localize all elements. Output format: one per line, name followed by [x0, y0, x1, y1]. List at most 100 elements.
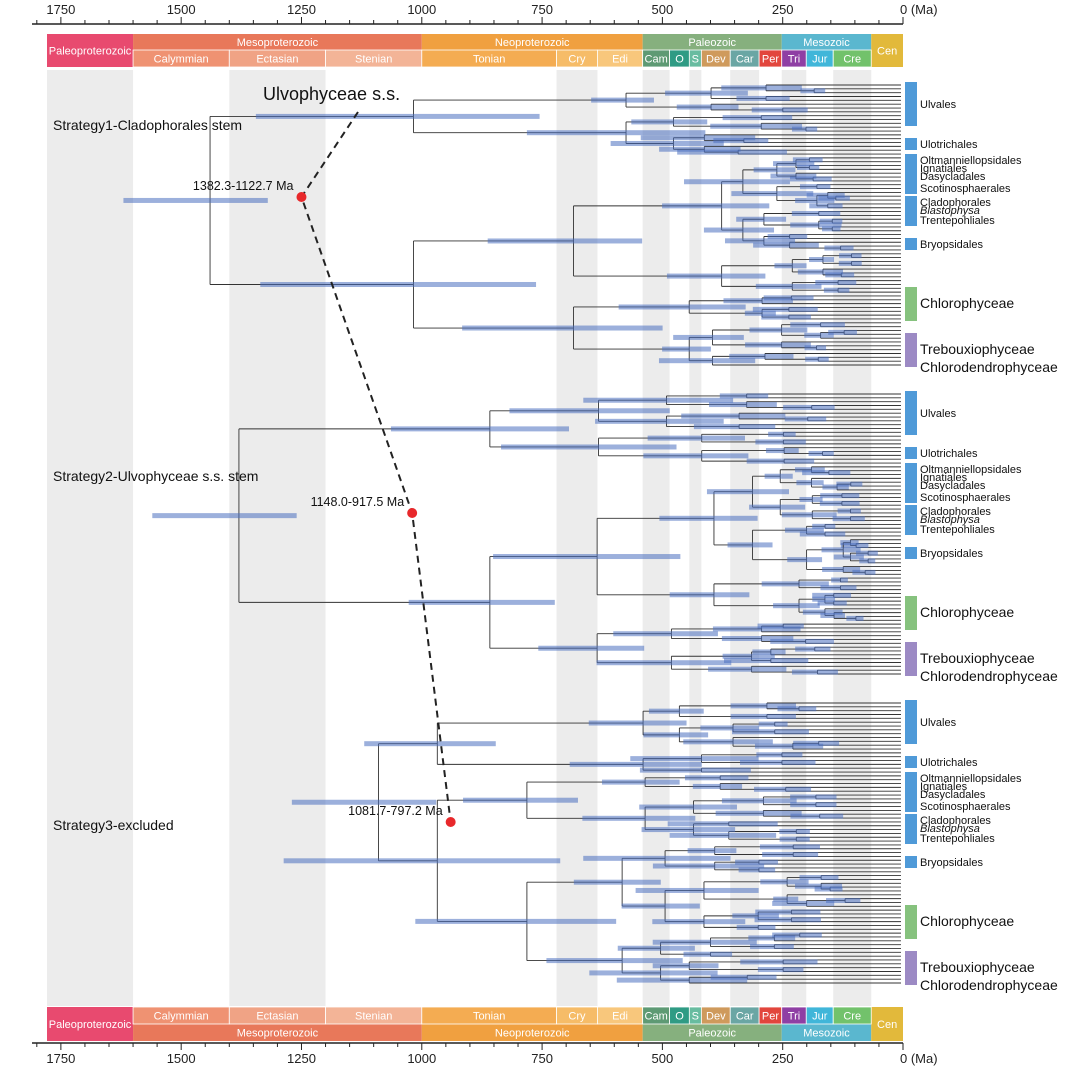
- hpd-bar: [708, 402, 777, 408]
- era-bar: [47, 34, 134, 67]
- clade-bar: [905, 204, 917, 216]
- hpd-bar: [493, 554, 681, 560]
- period-label: Ectasian: [256, 1011, 298, 1023]
- shade-band: [47, 70, 134, 1006]
- axis-tick-label: 1750: [46, 2, 75, 17]
- axis-tick-label: 1000: [407, 1051, 436, 1066]
- hpd-bar: [804, 332, 834, 338]
- hpd-bar: [591, 97, 654, 103]
- clade-label: Trentepohliales: [920, 833, 995, 845]
- clade-bar: [905, 856, 917, 868]
- hpd-bar: [755, 283, 822, 289]
- hpd-bar: [595, 418, 724, 424]
- era-label: Paleozoic: [688, 1028, 736, 1040]
- hpd-bar: [799, 496, 823, 502]
- hpd-bar: [669, 832, 777, 838]
- period-label: Dev: [706, 54, 726, 66]
- hpd-bar: [755, 909, 821, 915]
- hpd-bar: [773, 896, 799, 902]
- clade-label: Ulotrichales: [920, 757, 978, 769]
- clade-label: Dasycladales: [920, 171, 986, 183]
- axis-unit-label: 0 (Ma): [900, 1051, 938, 1066]
- clade-bar: [905, 491, 917, 503]
- hpd-bar: [820, 585, 857, 591]
- clade-bar: [905, 700, 917, 744]
- axis-tick-label: 500: [652, 1051, 674, 1066]
- hpd-bar: [790, 322, 845, 328]
- hpd-bar: [652, 863, 765, 869]
- hpd-bar: [735, 859, 778, 865]
- hpd-bar: [799, 875, 839, 881]
- hpd-bar: [791, 210, 841, 216]
- hpd-bar: [659, 146, 741, 152]
- period-label: Edi: [612, 1011, 628, 1023]
- hpd-bar: [770, 638, 834, 644]
- hpd-bar: [662, 203, 770, 209]
- hpd-bar: [792, 157, 823, 163]
- period-label: Per: [762, 54, 779, 66]
- hpd-bar: [730, 713, 796, 719]
- period-label: Tonian: [473, 1011, 505, 1023]
- hpd-bar: [710, 974, 777, 980]
- axis-tick-label: 1500: [167, 1051, 196, 1066]
- hpd-bar: [260, 281, 537, 287]
- hpd-bar: [799, 184, 831, 190]
- period-label: Tri: [788, 1011, 800, 1023]
- hpd-bar: [762, 852, 819, 858]
- period-label: Tri: [788, 54, 800, 66]
- hpd-bar: [721, 85, 802, 91]
- hpd-bar: [812, 523, 836, 529]
- hpd-bar: [824, 245, 854, 251]
- hpd-bar: [546, 958, 683, 964]
- era-label: Cen: [877, 1019, 897, 1031]
- period-label: Cry: [568, 1011, 586, 1023]
- clade-label: Scotinosphaerales: [920, 183, 1011, 195]
- axis-tick-label: 500: [652, 2, 674, 17]
- hpd-bar: [773, 603, 820, 609]
- hpd-bar: [833, 554, 864, 560]
- hpd-bar: [797, 164, 820, 170]
- clade-bar: [905, 951, 917, 985]
- hpd-bar: [613, 631, 718, 637]
- era-bar: [871, 34, 903, 67]
- hpd-bar: [819, 500, 860, 506]
- hpd-bar: [839, 253, 862, 259]
- hpd-bar: [123, 197, 268, 203]
- clade-label: Ignatiales: [920, 781, 968, 793]
- era-label: Paleoproterozoic: [49, 46, 132, 58]
- hpd-bar: [802, 609, 843, 615]
- clade-bar: [905, 822, 917, 834]
- era-label: Neoproterozoic: [495, 37, 570, 49]
- clade-label: Oltmanniellopsidales: [920, 464, 1022, 476]
- hpd-bar: [852, 569, 876, 575]
- era-bar: [781, 34, 872, 50]
- hpd-bar: [582, 815, 696, 821]
- clade-label: Dasycladales: [920, 789, 986, 801]
- calibration-node-dot: [407, 508, 418, 518]
- hpd-bar: [799, 531, 846, 537]
- hpd-bar: [754, 786, 812, 792]
- clade-bar: [905, 238, 917, 250]
- clade-bar: [905, 138, 917, 150]
- era-bar: [421, 34, 643, 50]
- clade-label: Bryopsidales: [920, 857, 983, 869]
- hpd-bar: [772, 900, 835, 906]
- hpd-bar: [802, 470, 851, 476]
- strategy-title: Strategy3-excluded: [53, 817, 174, 833]
- hpd-bar: [255, 113, 540, 119]
- clade-label: Dasycladales: [920, 480, 986, 492]
- era-label: Mesoproterozoic: [237, 1028, 319, 1040]
- hpd-bar: [767, 234, 808, 240]
- era-bar: [871, 1007, 903, 1041]
- hpd-bar: [787, 557, 823, 563]
- hpd-bar: [790, 802, 837, 808]
- clade-bar: [905, 547, 917, 559]
- hpd-bar: [729, 353, 794, 359]
- hpd-bar: [732, 729, 809, 735]
- clade-bar: [905, 905, 917, 939]
- period-label: Car: [736, 54, 754, 66]
- calibration-node-dot: [445, 817, 456, 827]
- hpd-bar: [840, 543, 869, 549]
- hpd-bar: [812, 596, 836, 602]
